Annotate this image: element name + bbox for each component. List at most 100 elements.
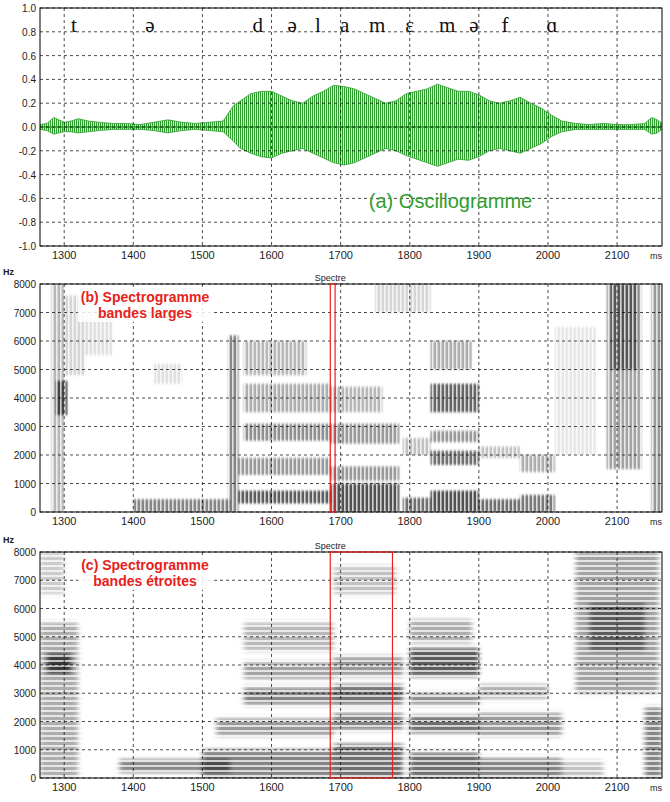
y-tick-label: -1.0 (19, 241, 37, 252)
waveform-baseline (40, 127, 662, 128)
striation-overlay (40, 284, 662, 512)
x-tick-label: 1800 (398, 781, 422, 793)
x-tick-label: 1400 (121, 249, 145, 261)
data-layer (40, 552, 662, 778)
x-tick-label: 2100 (605, 515, 629, 527)
analysis-window (330, 284, 335, 512)
y-tick-label: 0.2 (22, 98, 36, 109)
x-tick-label: 2000 (536, 249, 560, 261)
figure: 1300 1400 1500 1600 1700 1800 1900 2000 2100 1.0 0… (0, 0, 670, 802)
cursor-label: Spectre (315, 541, 346, 551)
grid-y (40, 749, 662, 750)
grid-y (40, 665, 662, 666)
y-tick-label: 0.6 (22, 51, 36, 62)
grid-x (547, 284, 548, 512)
panel-0: 1300 1400 1500 1600 1700 1800 1900 2000 2100 1.0 0… (19, 3, 663, 261)
y-tick-label: 1000 (14, 745, 37, 756)
x-tick-label: 1300 (52, 781, 76, 793)
title-line: (c) Spectrogramme (81, 557, 209, 573)
regions (40, 552, 662, 778)
phone-label: ə (469, 13, 478, 37)
grid-y (40, 398, 662, 399)
y-tick-label: 7000 (14, 575, 37, 586)
plot-frame (40, 8, 662, 246)
y-tick-label: 7000 (14, 308, 37, 319)
y-tick-label: -0.8 (19, 217, 37, 228)
title-backing (78, 556, 212, 590)
grid-x (271, 552, 272, 778)
page: {"chart_data": [ {"type": "area", "title… (0, 0, 670, 802)
y-tick-label: 4000 (14, 393, 37, 404)
x-tick-label: 1900 (467, 249, 491, 261)
x-tick-label: 1600 (259, 249, 283, 261)
grid-y (40, 174, 662, 175)
panel-1: 1300140015001600170018001900200021000100… (3, 267, 662, 527)
phone-label: m (369, 13, 385, 37)
x-tick-label: 1400 (121, 515, 145, 527)
phone-label: a (340, 13, 350, 37)
analysis-window (330, 552, 392, 778)
grid-y (40, 79, 662, 80)
y-tick-label: 4000 (14, 660, 37, 671)
y-tick-label: 2000 (14, 450, 37, 461)
grid-y (40, 693, 662, 694)
x-tick-label: 2100 (605, 249, 629, 261)
y-axis-unit: Hz (3, 267, 14, 277)
phone-label: ɑ (547, 13, 558, 37)
data-layer (40, 284, 662, 512)
y-tick-label: 1.0 (22, 3, 36, 14)
y-tick-label: 3000 (14, 422, 37, 433)
y-tick-label: -0.4 (19, 170, 37, 181)
phone-label: ə (288, 13, 297, 37)
x-tick-label: 1300 (52, 515, 76, 527)
x-axis-unit: ms (650, 783, 662, 793)
y-tick-label: 1000 (14, 479, 37, 490)
phone-label: l (315, 13, 321, 37)
grid-y (40, 55, 662, 56)
panel-title: (a) Oscillogramme (369, 190, 532, 212)
grid-y (40, 426, 662, 427)
grid-y (40, 721, 662, 722)
title-line: bandes étroites (93, 573, 197, 589)
x-tick-label: 1700 (328, 515, 352, 527)
title-backing (78, 288, 213, 322)
plot-frame (40, 552, 662, 778)
phone-label: ɛ (405, 13, 414, 37)
phone-label: m (439, 13, 455, 37)
y-axis-unit: Hz (3, 535, 14, 545)
y-tick-label: 0 (30, 507, 36, 518)
x-tick-label: 2100 (605, 781, 629, 793)
grid-y (40, 198, 662, 199)
x-axis-unit: ms (650, 517, 662, 527)
grid-x (409, 552, 410, 778)
y-tick-label: 0.0 (22, 122, 36, 133)
panel-title: (b) Spectrogrammebandes larges (81, 289, 210, 321)
phone-label: t (71, 13, 77, 37)
x-tick-label: 2000 (536, 781, 560, 793)
grid-y (40, 222, 662, 223)
x-tick-label: 2000 (536, 515, 560, 527)
x-tick-label: 1500 (190, 249, 214, 261)
x-tick-label: 1800 (398, 249, 422, 261)
y-tick-label: 3000 (14, 688, 37, 699)
panel-2: 1300140015001600170018001900200021000100… (3, 535, 662, 793)
x-tick-label: 1400 (121, 781, 145, 793)
y-tick-label: 2000 (14, 717, 37, 728)
x-tick-label: 1700 (328, 249, 352, 261)
x-tick-label: 1300 (52, 249, 76, 261)
x-axis-unit: ms (650, 251, 662, 261)
striation-overlay (40, 552, 662, 778)
x-tick-label: 1800 (398, 515, 422, 527)
grid-y (40, 127, 662, 128)
title-line: bandes larges (98, 305, 192, 321)
panel-title: (c) Spectrogrammebandes étroites (81, 557, 209, 589)
x-tick-label: 1600 (259, 515, 283, 527)
cursor-label: Spectre (315, 273, 346, 283)
y-tick-label: 5000 (14, 632, 37, 643)
x-tick-label: 1500 (190, 515, 214, 527)
phone-label: ə (145, 13, 154, 37)
grid-y (40, 341, 662, 342)
grid-x (409, 284, 410, 512)
grid-x (547, 8, 548, 246)
grid-x (271, 284, 272, 512)
